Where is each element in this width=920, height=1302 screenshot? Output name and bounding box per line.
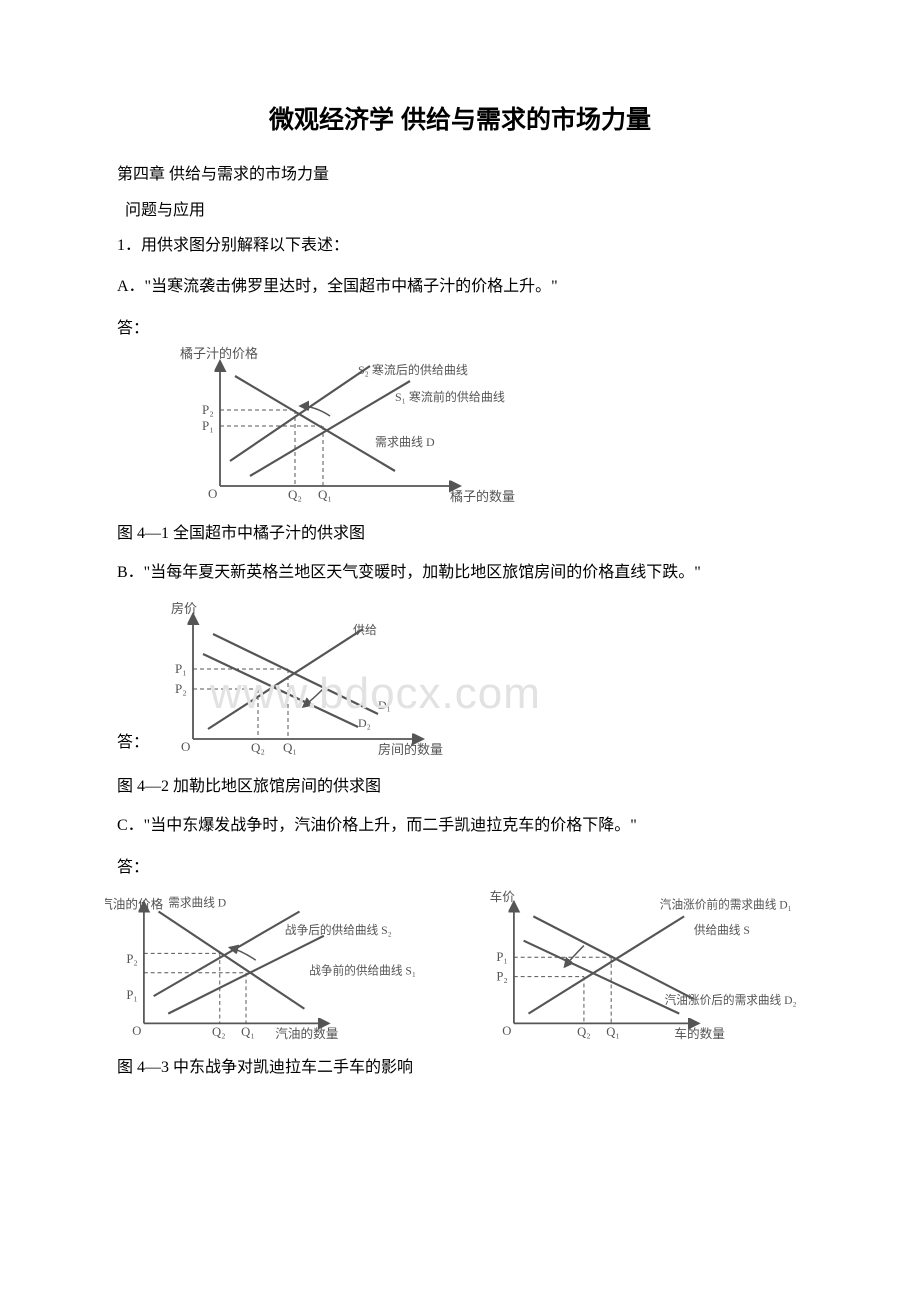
y-axis-label: 橘子汁的价格	[180, 346, 258, 361]
p2-label: P₂	[175, 681, 187, 696]
question-1: 1．用供求图分别解释以下表述：	[85, 232, 835, 261]
p2-label: P₂	[497, 970, 508, 984]
q1-label: Q₁	[318, 487, 332, 502]
answer-label-1a: 答：	[85, 314, 835, 338]
s2-label: S₂ 寒流后的供给曲线	[358, 362, 468, 377]
chapter-heading: 第四章 供给与需求的市场力量	[85, 160, 835, 184]
figure-4-2: 房价 房间的数量 O 供给 D₁ D₂ P₁ Q₁ P₂ Q₂	[153, 599, 473, 764]
question-1b: B．"当每年夏天新英格兰地区天气变暖时，加勒比地区旅馆房间的价格直线下跌。"	[85, 559, 835, 588]
left-y-axis-label: 汽油的价格	[105, 897, 164, 912]
figure-4-1-caption: 图 4—1 全国超市中橘子汁的供求图	[85, 519, 835, 543]
page-title: 微观经济学 供给与需求的市场力量	[85, 100, 835, 136]
q1-label: Q₁	[606, 1025, 620, 1039]
right-x-axis-label: 车的数量	[675, 1026, 726, 1041]
section-heading: 问题与应用	[85, 196, 835, 220]
answer-label-1b: 答：	[85, 728, 149, 764]
s1-label: 战争前的供给曲线 S₁	[309, 964, 416, 978]
d2-label: 汽油涨价后的需求曲线 D₂	[665, 993, 797, 1007]
q1-label: Q₁	[283, 740, 297, 755]
question-1c: C．"当中东爆发战争时，汽油价格上升，而二手凯迪拉克车的价格下降。"	[85, 812, 835, 841]
p1-label: P₁	[202, 418, 214, 433]
s2-label: 战争后的供给曲线 S₂	[285, 923, 392, 937]
d2-label: D₂	[358, 716, 371, 730]
q1-label: Q₁	[241, 1025, 255, 1039]
s1-label: S₁ 寒流前的供给曲线	[395, 389, 505, 404]
figure-4-1: 橘子汁的价格 橘子的数量 O 需求曲线 D S₁ 寒流前的供给曲线 S₂ 寒流后…	[180, 346, 835, 511]
figure-4-3: 汽油的价格 汽油的数量 O 需求曲线 D 战争前的供给曲线 S₁ 战争后的供给曲…	[105, 885, 835, 1045]
origin-label: O	[208, 486, 217, 501]
figure-4-2-caption: 图 4—2 加勒比地区旅馆房间的供求图	[85, 772, 835, 796]
figure-4-3-caption: 图 4—3 中东战争对凯迪拉车二手车的影响	[85, 1053, 835, 1077]
q2-label: Q₂	[288, 487, 302, 502]
p1-label: P₁	[175, 661, 187, 676]
x-axis-label: 橘子的数量	[450, 489, 515, 504]
q2-label: Q₂	[212, 1025, 226, 1039]
p2-label: P₂	[126, 952, 137, 966]
demand-label: 需求曲线 D	[168, 896, 226, 910]
answer-label-1c: 答：	[85, 853, 835, 877]
supply-label: 供给	[353, 623, 377, 637]
origin-label: O	[181, 739, 190, 754]
q2-label: Q₂	[251, 740, 265, 755]
question-1a: A．"当寒流袭击佛罗里达时，全国超市中橘子汁的价格上升。"	[85, 273, 835, 302]
x-axis-label: 房间的数量	[378, 742, 443, 757]
q2-label: Q₂	[577, 1025, 591, 1039]
demand-label: 需求曲线 D	[375, 435, 435, 449]
y-axis-label: 房价	[171, 601, 197, 616]
right-y-axis-label: 车价	[490, 890, 516, 904]
supply-label: 供给曲线 S	[694, 923, 750, 937]
d1-label: D₁	[378, 698, 391, 712]
p1-label: P₁	[126, 988, 137, 1002]
origin-label: O	[502, 1024, 511, 1038]
p1-label: P₁	[497, 950, 508, 964]
origin-label: O	[132, 1024, 141, 1038]
d1-label: 汽油涨价前的需求曲线 D₁	[660, 898, 792, 912]
p2-label: P₂	[202, 402, 214, 417]
left-x-axis-label: 汽油的数量	[275, 1026, 338, 1041]
